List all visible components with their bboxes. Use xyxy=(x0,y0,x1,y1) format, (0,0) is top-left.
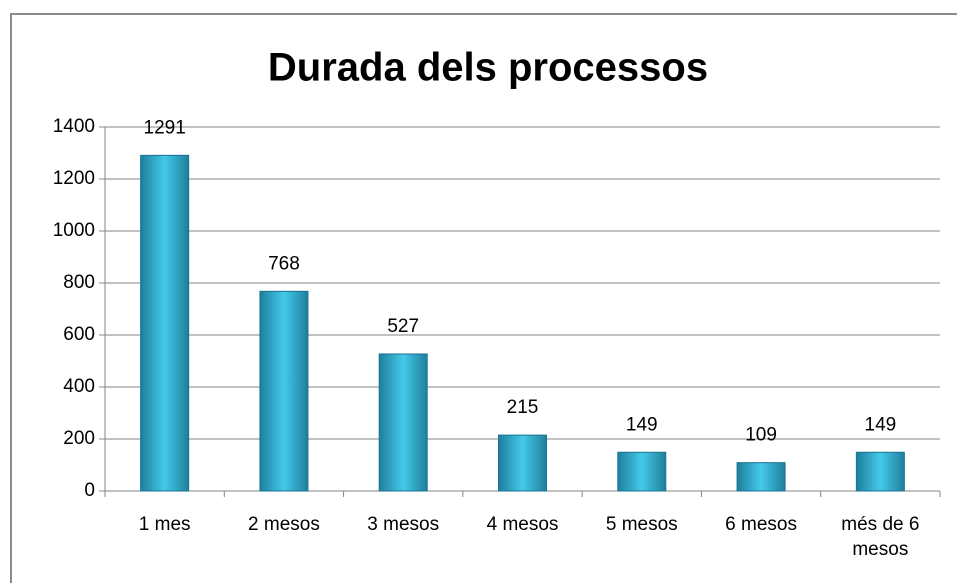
data-label: 109 xyxy=(745,425,777,446)
x-tick-label: 2 mesos xyxy=(248,514,320,535)
bar xyxy=(855,451,905,492)
x-tick-label: 3 mesos xyxy=(367,514,439,535)
x-tick-label: 5 mesos xyxy=(606,514,678,535)
y-tick-label: 800 xyxy=(63,272,95,293)
bar xyxy=(378,353,428,492)
y-tick-label: 200 xyxy=(63,428,95,449)
y-tick-label: 0 xyxy=(84,480,95,501)
data-label: 768 xyxy=(268,253,300,274)
data-label: 215 xyxy=(507,397,539,418)
y-tick-label: 1200 xyxy=(53,168,95,189)
x-tick-label: 6 mesos xyxy=(725,514,797,535)
chart-title: Durada dels processos xyxy=(268,46,708,90)
data-label: 149 xyxy=(865,414,897,435)
bar xyxy=(259,290,309,492)
data-label: 1291 xyxy=(144,117,186,138)
bar xyxy=(140,154,190,492)
y-tick-label: 400 xyxy=(63,376,95,397)
y-tick-label: 600 xyxy=(63,324,95,345)
x-tick-label: més de 6 mesos xyxy=(841,514,919,560)
bar xyxy=(498,434,547,492)
bar xyxy=(736,462,786,492)
x-tick-label: 1 mes xyxy=(139,514,191,535)
data-label: 527 xyxy=(387,316,419,337)
y-tick-label: 1400 xyxy=(53,116,95,137)
y-tick-label: 1000 xyxy=(53,220,95,241)
x-tick-label: 4 mesos xyxy=(487,514,559,535)
bar xyxy=(617,451,667,492)
data-label: 149 xyxy=(626,414,658,435)
